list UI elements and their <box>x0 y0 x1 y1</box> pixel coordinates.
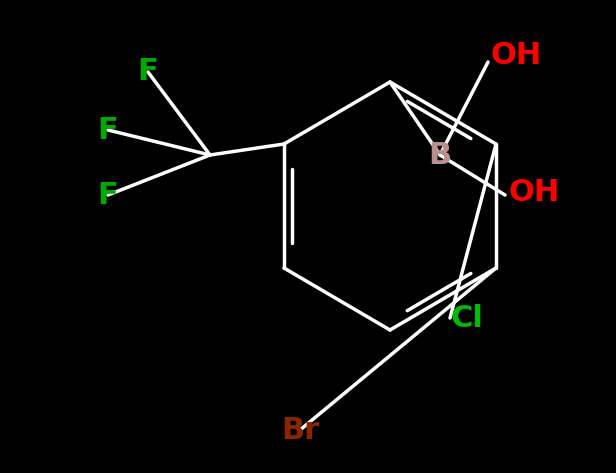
Text: Cl: Cl <box>450 304 483 333</box>
Text: F: F <box>97 181 118 210</box>
Text: OH: OH <box>490 41 541 70</box>
Text: OH: OH <box>508 177 559 207</box>
Text: B: B <box>429 140 452 169</box>
Text: F: F <box>137 58 158 87</box>
Text: F: F <box>97 115 118 144</box>
Text: Br: Br <box>281 415 319 445</box>
